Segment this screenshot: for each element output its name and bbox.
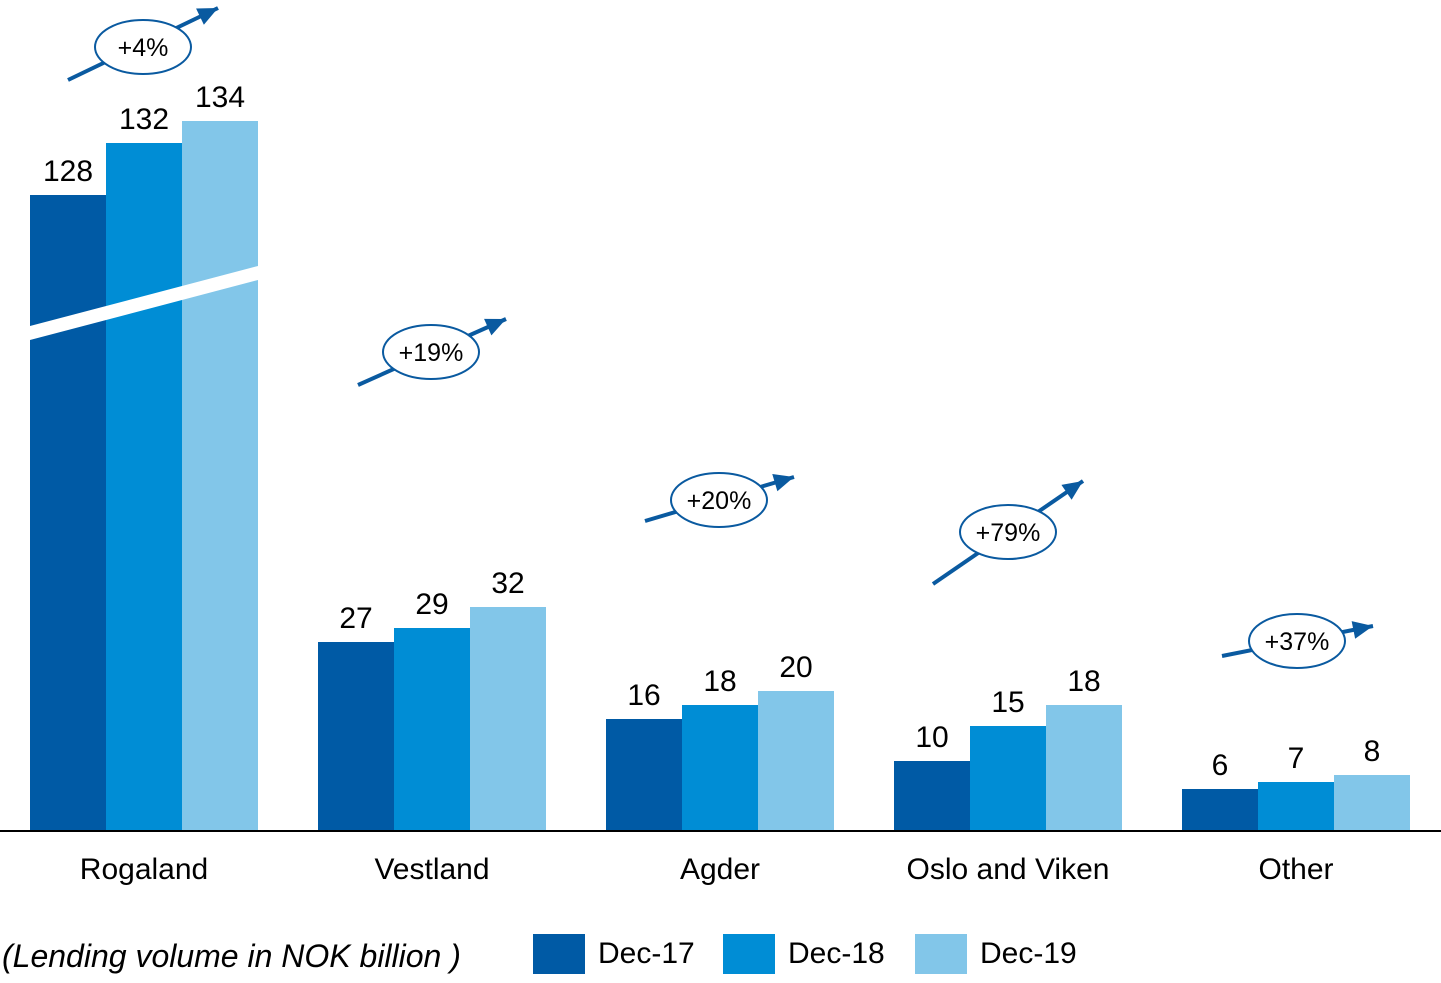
axis-break-layer (30, 266, 258, 340)
growth-rogaland-ellipse (94, 19, 192, 75)
bar-vestland-dec-17 (318, 642, 394, 831)
growth-oslo-and-viken-arrowhead (1061, 481, 1083, 500)
bar-rogaland-dec-17 (30, 195, 106, 831)
bar-agder-dec-19 (758, 691, 834, 831)
growth-other-arrowhead (1351, 621, 1373, 639)
lending-volume-note: (Lending volume in NOK billion ) (2, 938, 461, 974)
value-label-vestland-dec-17: 27 (339, 602, 372, 635)
bar-vestland-dec-18 (394, 628, 470, 831)
bar-oslo-and-viken-dec-18 (970, 726, 1046, 831)
growth-annotations-layer: +4% +19% +20% +79% +37% (67, 6, 1374, 669)
growth-rogaland-label: +4% (118, 34, 169, 62)
bar-other-dec-18 (1258, 782, 1334, 831)
value-label-agder-dec-19: 20 (779, 651, 812, 684)
value-label-vestland-dec-18: 29 (415, 588, 448, 621)
growth-other-ellipse (1248, 613, 1346, 669)
bar-rogaland-dec-18 (106, 143, 182, 831)
x-tick-label-agder: Agder (680, 853, 760, 886)
bar-other-dec-17 (1182, 789, 1258, 831)
legend-swatch-dec-17 (533, 934, 585, 974)
bar-oslo-and-viken-dec-19 (1046, 705, 1122, 831)
bar-other-dec-19 (1334, 775, 1410, 831)
growth-agder-label: +20% (687, 487, 752, 515)
growth-agder-ellipse (670, 472, 768, 528)
legend-swatch-dec-19 (915, 934, 967, 974)
value-label-other-dec-18: 7 (1288, 742, 1305, 775)
value-label-oslo-and-viken-dec-19: 18 (1067, 665, 1100, 698)
axis-break-rogaland (30, 266, 258, 340)
value-label-rogaland-dec-17: 128 (43, 155, 93, 188)
growth-vestland-arrowhead (484, 318, 506, 336)
bar-agder-dec-18 (682, 705, 758, 831)
bar-agder-dec-17 (606, 719, 682, 831)
bar-oslo-and-viken-dec-17 (894, 761, 970, 831)
value-label-rogaland-dec-19: 134 (195, 81, 245, 114)
growth-oslo-and-viken-label: +79% (976, 519, 1041, 547)
value-label-agder-dec-18: 18 (703, 665, 736, 698)
value-label-oslo-and-viken-dec-18: 15 (991, 686, 1024, 719)
bar-rogaland-dec-19 (182, 121, 258, 831)
x-tick-labels-layer: Rogaland Vestland Agder Oslo and Viken Other (80, 853, 1334, 886)
x-tick-label-vestland: Vestland (374, 853, 489, 886)
x-tick-label-rogaland: Rogaland (80, 853, 208, 886)
growth-vestland-ellipse (382, 324, 480, 380)
value-label-oslo-and-viken-dec-17: 10 (915, 721, 948, 754)
legend-item-dec-18: Dec-18 (723, 934, 885, 974)
legend-label-dec-17: Dec-17 (598, 937, 695, 970)
value-label-rogaland-dec-18: 132 (119, 103, 169, 136)
growth-other-label: +37% (1265, 628, 1330, 656)
value-label-agder-dec-17: 16 (627, 679, 660, 712)
legend-item-dec-19: Dec-19 (915, 934, 1077, 974)
legend-label-dec-18: Dec-18 (788, 937, 885, 970)
bar-vestland-dec-19 (470, 607, 546, 831)
legend: (Lending volume in NOK billion ) Dec-17 … (0, 934, 1441, 974)
legend-swatch-dec-18 (723, 934, 775, 974)
value-label-other-dec-19: 8 (1364, 735, 1381, 768)
value-labels-layer: 128 132 134 27 29 32 16 18 20 10 15 18 6 7 8 (43, 81, 1380, 782)
bar-chart: 128 132 134 27 29 32 16 18 20 10 15 18 6 7 8 +4% +19% +2… (0, 6, 1441, 886)
growth-vestland-label: +19% (399, 339, 464, 367)
growth-rogaland-arrowhead (196, 8, 218, 25)
growth-oslo-and-viken-ellipse (959, 504, 1057, 560)
value-label-other-dec-17: 6 (1212, 749, 1229, 782)
growth-agder-arrowhead (772, 474, 794, 492)
x-tick-label-oslo-and-viken: Oslo and Viken (907, 853, 1110, 886)
legend-label-dec-19: Dec-19 (980, 937, 1077, 970)
value-label-vestland-dec-19: 32 (491, 567, 524, 600)
x-tick-label-other: Other (1258, 853, 1333, 886)
legend-item-dec-17: Dec-17 (533, 934, 695, 974)
bars-layer (30, 121, 1410, 831)
